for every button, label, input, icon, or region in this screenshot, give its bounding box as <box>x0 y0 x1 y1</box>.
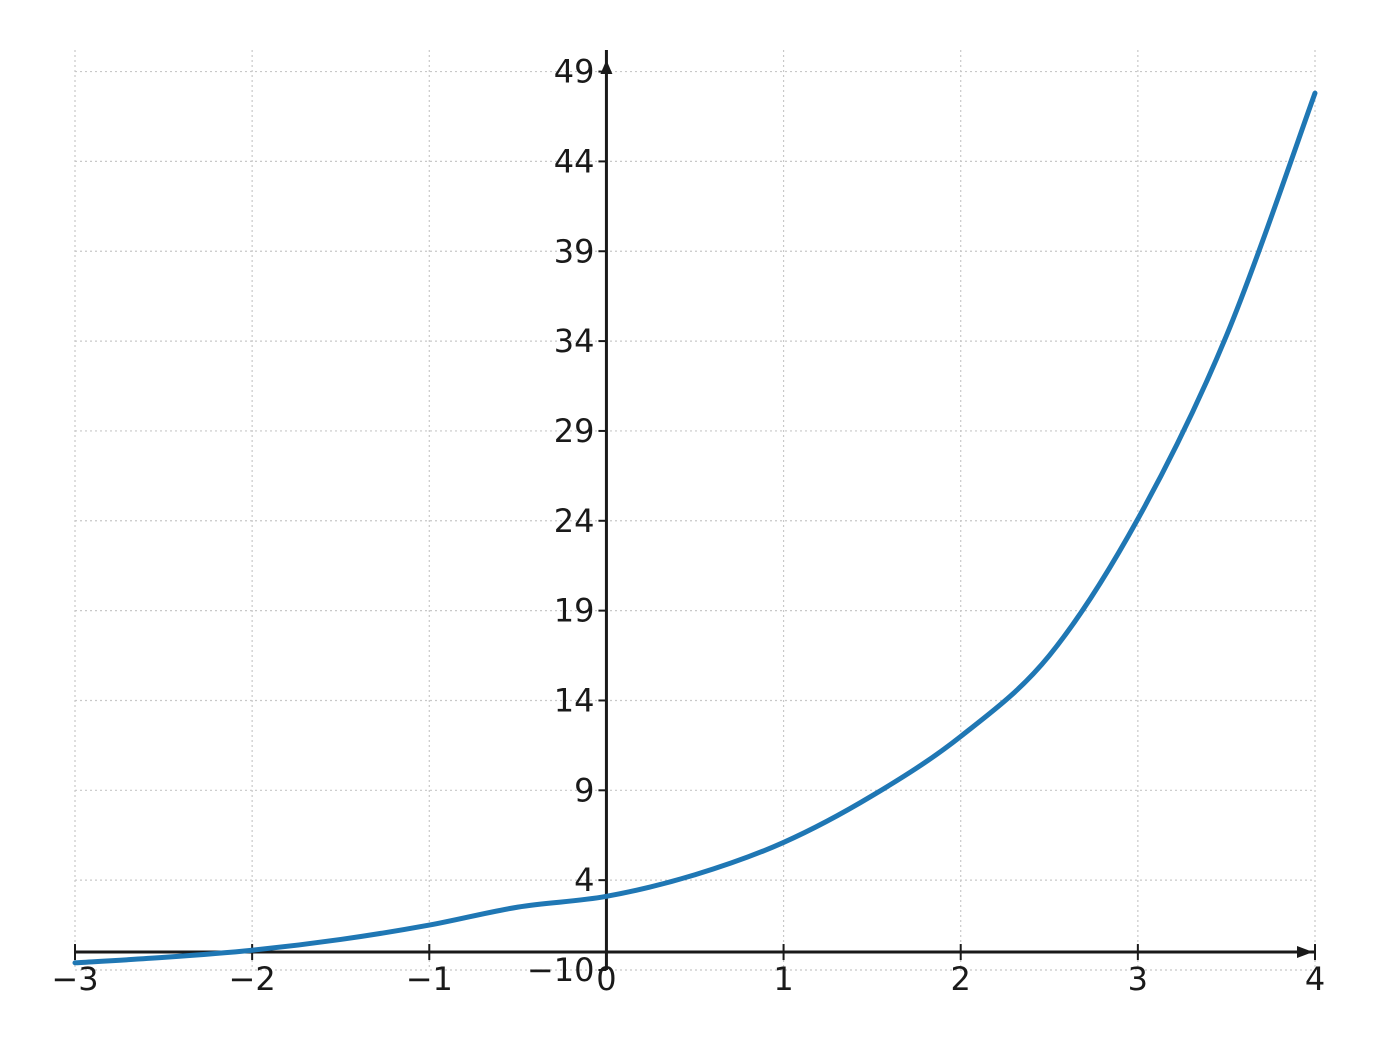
y-tick-label: 49 <box>554 53 595 91</box>
x-tick-label: 0 <box>596 960 616 998</box>
y-tick-label: 9 <box>574 771 594 809</box>
grid <box>74 50 1316 971</box>
y-tick-label: 29 <box>554 412 595 450</box>
y-tick-label: 34 <box>554 322 595 360</box>
y-tick-label: 44 <box>554 142 595 180</box>
y-tick-label: 24 <box>554 502 595 540</box>
x-tick-label: 1 <box>773 960 793 998</box>
y-tick-label: 39 <box>554 232 595 270</box>
y-tick-label: 14 <box>554 681 595 719</box>
y-tick-label: 4 <box>574 861 594 899</box>
series-group <box>72 90 1318 966</box>
axes <box>75 50 1315 970</box>
x-tick-label: 2 <box>951 960 971 998</box>
x-tick-label: −1 <box>406 960 453 998</box>
x-tick-label: −3 <box>51 960 98 998</box>
x-axis-arrow-icon <box>1297 946 1313 959</box>
x-tick-label: −2 <box>229 960 276 998</box>
x-tick-label: 3 <box>1128 960 1148 998</box>
series-line <box>72 90 1318 966</box>
y-tick-label: −10 <box>527 951 595 989</box>
y-tick-label: 19 <box>554 592 595 630</box>
y-axis-arrow-icon <box>600 60 613 74</box>
x-tick-label: 4 <box>1305 960 1325 998</box>
